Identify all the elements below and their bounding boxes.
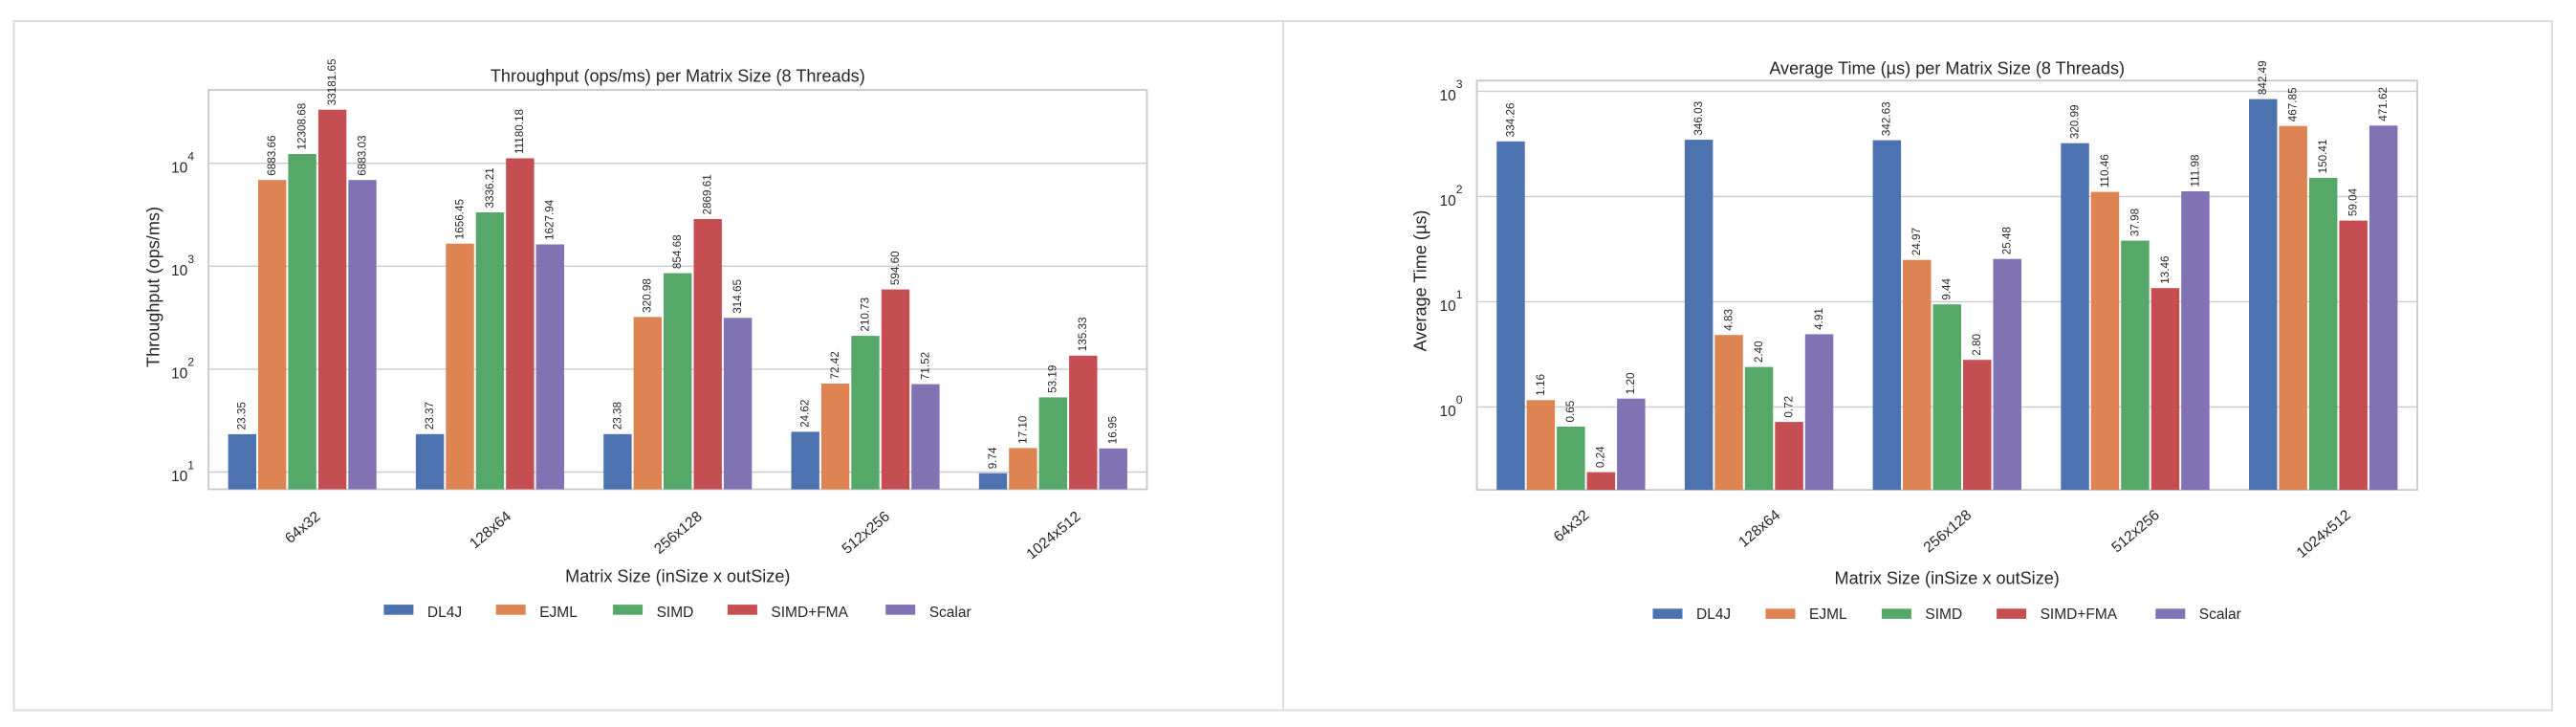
svg-text:DL4J: DL4J xyxy=(427,605,462,621)
svg-text:53.19: 53.19 xyxy=(1047,365,1059,393)
svg-text:Scalar: Scalar xyxy=(2199,606,2241,623)
svg-text:111.98: 111.98 xyxy=(2189,154,2201,187)
svg-text:854.68: 854.68 xyxy=(671,234,684,269)
svg-text:320.99: 320.99 xyxy=(2068,104,2081,139)
svg-text:4.91: 4.91 xyxy=(1813,308,1825,330)
svg-text:SIMD+FMA: SIMD+FMA xyxy=(2041,606,2118,623)
svg-text:314.65: 314.65 xyxy=(731,279,744,314)
svg-text:110.46: 110.46 xyxy=(2099,154,2111,187)
svg-text:72.42: 72.42 xyxy=(829,351,841,379)
svg-text:23.38: 23.38 xyxy=(611,402,623,430)
svg-text:Throughput (ops/ms) per Matrix: Throughput (ops/ms) per Matrix Size (8 T… xyxy=(491,67,865,86)
svg-text:2869.61: 2869.61 xyxy=(702,174,714,214)
svg-text:SIMD+FMA: SIMD+FMA xyxy=(771,605,848,621)
svg-text:EJML: EJML xyxy=(539,605,578,621)
svg-text:9.74: 9.74 xyxy=(987,447,999,469)
svg-text:471.62: 471.62 xyxy=(2377,87,2390,121)
svg-text:Average Time (µs): Average Time (µs) xyxy=(1411,210,1430,352)
svg-text:71.52: 71.52 xyxy=(919,352,931,380)
svg-text:3336.21: 3336.21 xyxy=(484,167,496,208)
svg-text:4.83: 4.83 xyxy=(1723,309,1736,331)
svg-text:23.35: 23.35 xyxy=(236,402,249,430)
svg-text:25.48: 25.48 xyxy=(2001,227,2014,254)
svg-text:0.65: 0.65 xyxy=(1564,400,1577,422)
svg-text:EJML: EJML xyxy=(1809,606,1847,623)
svg-text:320.98: 320.98 xyxy=(642,278,654,313)
svg-text:0.24: 0.24 xyxy=(1595,446,1607,468)
svg-text:Matrix Size (inSize x outSize): Matrix Size (inSize x outSize) xyxy=(565,567,790,586)
svg-text:6883.66: 6883.66 xyxy=(266,135,278,175)
svg-text:17.10: 17.10 xyxy=(1016,415,1029,444)
svg-text:11180.18: 11180.18 xyxy=(513,109,526,154)
svg-text:1656.45: 1656.45 xyxy=(453,198,466,239)
svg-text:1.20: 1.20 xyxy=(1625,372,1637,394)
svg-text:59.04: 59.04 xyxy=(2347,187,2360,216)
svg-text:2.80: 2.80 xyxy=(1971,333,1983,355)
svg-text:135.33: 135.33 xyxy=(1077,318,1089,352)
svg-text:0.72: 0.72 xyxy=(1782,396,1795,418)
svg-text:210.73: 210.73 xyxy=(859,297,871,332)
svg-text:37.98: 37.98 xyxy=(2128,209,2141,236)
svg-text:SIMD: SIMD xyxy=(657,605,694,621)
svg-text:13.46: 13.46 xyxy=(2159,255,2172,283)
svg-text:2.40: 2.40 xyxy=(1753,341,1765,363)
svg-text:594.60: 594.60 xyxy=(889,251,902,285)
svg-text:Average Time (µs) per Matrix S: Average Time (µs) per Matrix Size (8 Thr… xyxy=(1769,59,2125,78)
svg-text:1627.94: 1627.94 xyxy=(544,199,557,240)
svg-text:16.95: 16.95 xyxy=(1107,416,1120,445)
svg-text:342.63: 342.63 xyxy=(1881,101,1893,136)
svg-text:Throughput (ops/ms): Throughput (ops/ms) xyxy=(144,207,164,367)
svg-text:Scalar: Scalar xyxy=(929,605,971,621)
svg-text:23.37: 23.37 xyxy=(424,402,436,430)
svg-text:9.44: 9.44 xyxy=(1941,277,1954,299)
svg-text:24.62: 24.62 xyxy=(799,400,812,428)
svg-text:1.16: 1.16 xyxy=(1535,374,1547,396)
svg-text:150.41: 150.41 xyxy=(2317,140,2329,174)
svg-text:334.26: 334.26 xyxy=(1504,103,1517,138)
svg-text:33181.65: 33181.65 xyxy=(326,58,338,105)
svg-text:842.49: 842.49 xyxy=(2257,60,2269,95)
svg-text:Matrix Size (inSize x outSize): Matrix Size (inSize x outSize) xyxy=(1835,569,2060,588)
svg-text:467.85: 467.85 xyxy=(2287,87,2300,121)
svg-text:6883.03: 6883.03 xyxy=(356,135,368,175)
svg-text:24.97: 24.97 xyxy=(1910,228,1923,255)
svg-text:DL4J: DL4J xyxy=(1696,606,1731,623)
svg-text:346.03: 346.03 xyxy=(1692,101,1705,136)
svg-text:SIMD: SIMD xyxy=(1925,606,1962,623)
svg-text:12308.68: 12308.68 xyxy=(296,103,309,150)
